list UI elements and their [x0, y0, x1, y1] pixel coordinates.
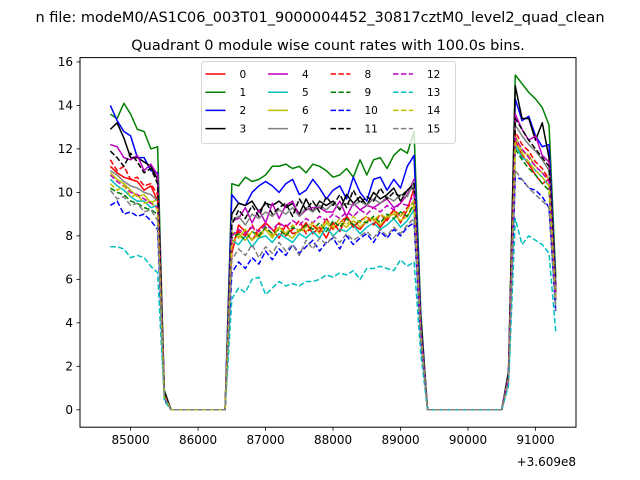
legend-label-12: 12 — [427, 69, 440, 81]
x-tick-label: 85000 — [112, 433, 150, 447]
figure-suptitle: n file: modeM0/AS1C06_003T01_9000004452_… — [35, 10, 604, 26]
legend-label-9: 9 — [365, 87, 372, 99]
legend-label-8: 8 — [365, 69, 372, 81]
legend-label-4: 4 — [302, 69, 309, 81]
legend-label-15: 15 — [427, 123, 440, 135]
series-line-15 — [109, 169, 557, 411]
legend-label-6: 6 — [302, 105, 309, 117]
x-tick-label: 90000 — [449, 433, 487, 447]
legend-label-1: 1 — [240, 87, 247, 99]
y-tick-label: 2 — [65, 360, 73, 374]
legend-label-10: 10 — [365, 105, 378, 117]
y-tick-label: 16 — [58, 55, 73, 69]
legend-label-14: 14 — [427, 105, 441, 117]
legend-label-2: 2 — [240, 105, 247, 117]
x-tick-label: 86000 — [179, 433, 217, 447]
legend-label-7: 7 — [302, 123, 309, 135]
x-axis-offset-text: +3.609e8 — [517, 455, 576, 469]
legend-label-3: 3 — [240, 123, 247, 135]
y-tick-label: 6 — [65, 273, 73, 287]
y-tick-label: 8 — [65, 229, 73, 243]
x-tick-label: 88000 — [314, 433, 352, 447]
y-tick-label: 0 — [65, 403, 73, 417]
legend-label-11: 11 — [365, 123, 378, 135]
x-tick-label: 87000 — [246, 433, 284, 447]
y-axis: 0 2 4 6 8 10 12 14 16 — [58, 55, 80, 417]
chart-title: Quadrant 0 module wise count rates with … — [131, 38, 525, 54]
y-tick-label: 4 — [65, 316, 73, 330]
plot-lines — [109, 74, 557, 411]
x-tick-label: 89000 — [381, 433, 419, 447]
legend-label-5: 5 — [302, 87, 309, 99]
y-tick-label: 10 — [58, 186, 73, 200]
legend-box — [201, 61, 456, 144]
x-axis: 85000 86000 87000 88000 89000 90000 91000 — [112, 427, 555, 447]
axes-frame — [79, 57, 577, 428]
y-tick-label: 14 — [58, 99, 73, 113]
y-tick-label: 12 — [58, 142, 73, 156]
x-tick-label: 91000 — [516, 433, 554, 447]
series-line-13 — [110, 217, 557, 411]
legend-label-0: 0 — [240, 69, 247, 81]
legend-label-13: 13 — [427, 87, 440, 99]
